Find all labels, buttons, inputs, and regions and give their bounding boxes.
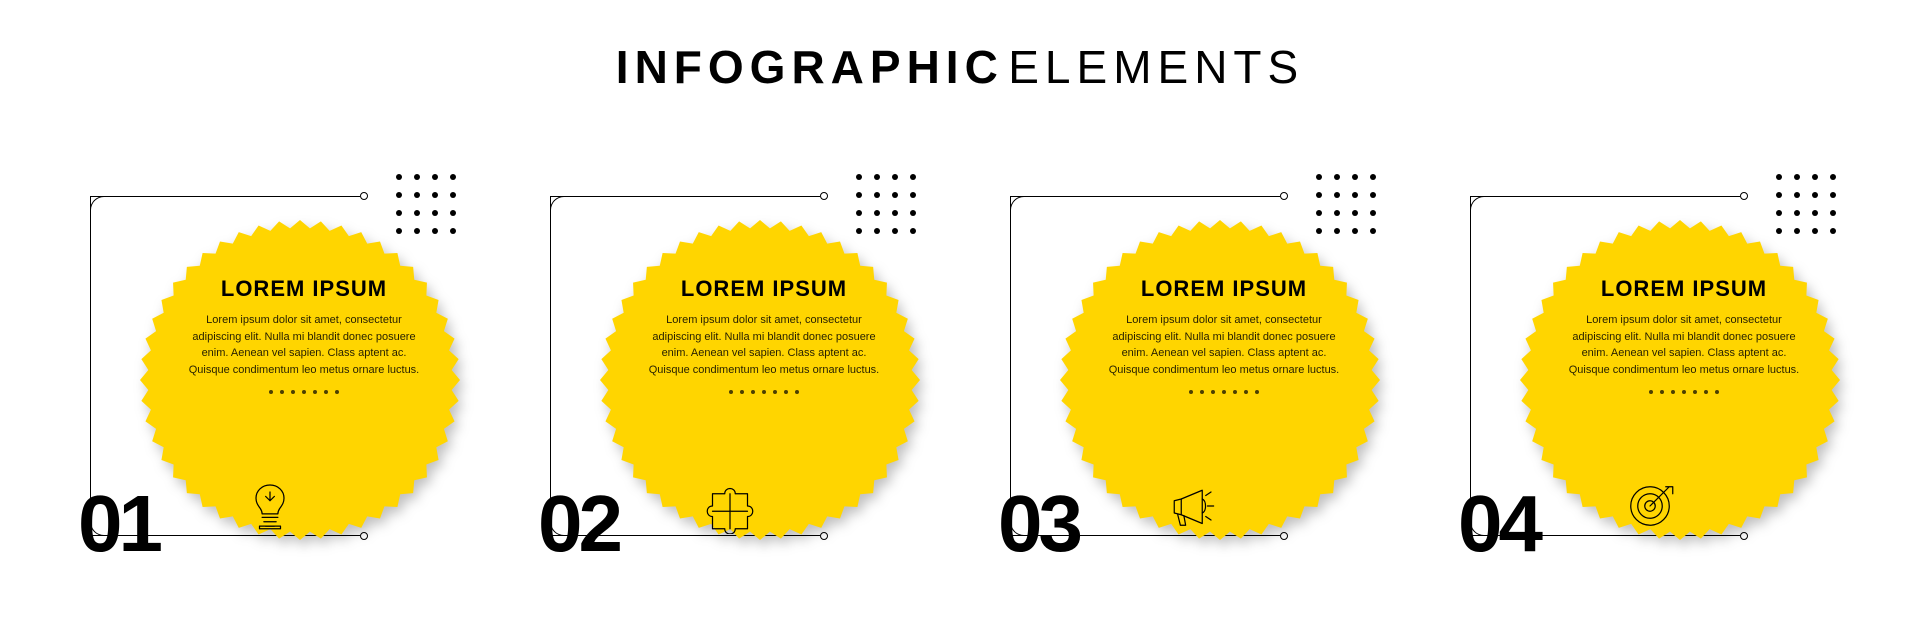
card-content: LOREM IPSUM Lorem ipsum dolor sit amet, c… bbox=[180, 276, 428, 394]
infographic-card: LOREM IPSUM Lorem ipsum dolor sit amet, c… bbox=[530, 160, 930, 580]
cards-row: LOREM IPSUM Lorem ipsum dolor sit amet, c… bbox=[0, 160, 1920, 580]
card-body: Lorem ipsum dolor sit amet, consectetur … bbox=[180, 312, 428, 378]
card-body: Lorem ipsum dolor sit amet, consectetur … bbox=[1100, 312, 1348, 378]
page-title: INFOGRAPHIC ELEMENTS bbox=[0, 40, 1920, 94]
lightbulb-icon bbox=[70, 478, 470, 534]
card-heading: LOREM IPSUM bbox=[1560, 276, 1808, 302]
card-content: LOREM IPSUM Lorem ipsum dolor sit amet, c… bbox=[640, 276, 888, 394]
puzzle-icon bbox=[530, 478, 930, 534]
card-body: Lorem ipsum dolor sit amet, consectetur … bbox=[1560, 312, 1808, 378]
card-heading: LOREM IPSUM bbox=[180, 276, 428, 302]
title-light: ELEMENTS bbox=[1008, 41, 1304, 93]
target-icon bbox=[1450, 478, 1850, 534]
infographic-card: LOREM IPSUM Lorem ipsum dolor sit amet, c… bbox=[1450, 160, 1850, 580]
title-bold: INFOGRAPHIC bbox=[616, 41, 1004, 93]
card-heading: LOREM IPSUM bbox=[640, 276, 888, 302]
infographic-card: LOREM IPSUM Lorem ipsum dolor sit amet, c… bbox=[990, 160, 1390, 580]
decor-dots bbox=[180, 390, 428, 394]
card-body: Lorem ipsum dolor sit amet, consectetur … bbox=[640, 312, 888, 378]
card-content: LOREM IPSUM Lorem ipsum dolor sit amet, c… bbox=[1560, 276, 1808, 394]
decor-dots bbox=[640, 390, 888, 394]
decor-dots bbox=[1560, 390, 1808, 394]
infographic-card: LOREM IPSUM Lorem ipsum dolor sit amet, c… bbox=[70, 160, 470, 580]
decor-dots bbox=[1100, 390, 1348, 394]
card-heading: LOREM IPSUM bbox=[1100, 276, 1348, 302]
megaphone-icon bbox=[990, 478, 1390, 534]
card-content: LOREM IPSUM Lorem ipsum dolor sit amet, c… bbox=[1100, 276, 1348, 394]
